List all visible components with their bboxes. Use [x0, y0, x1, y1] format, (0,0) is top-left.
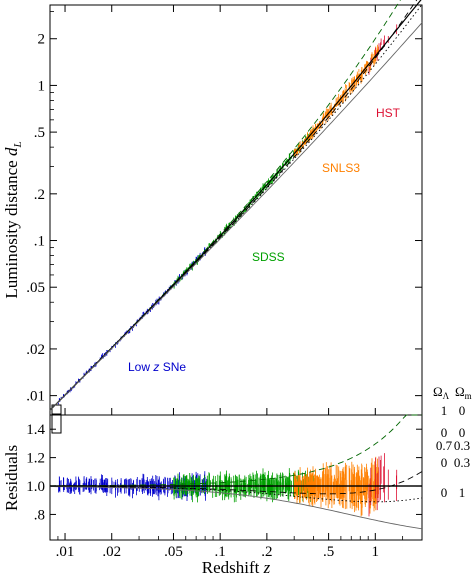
y-tick-label-bottom: 1.2	[26, 451, 45, 467]
x-tick-label: .5	[323, 544, 334, 560]
y-axis-title-residuals: Residuals	[2, 445, 21, 511]
zoom-box-bottom	[51, 414, 62, 434]
y-tick-label-top: .1	[34, 234, 45, 250]
series-label-sdss: SDSS	[252, 250, 285, 264]
x-tick-label: .1	[215, 544, 226, 560]
omega-lambda-value: 1	[441, 403, 448, 418]
series-label-low-z: Low z SNe	[128, 360, 186, 374]
axis-ticks: .01.02.05.1.2.512.81.01.21.4.01.02.05.1.…	[26, 5, 422, 560]
omega-lambda-value: 0	[441, 425, 448, 440]
x-tick-label: .2	[261, 544, 272, 560]
y-tick-label-bottom: 1.4	[26, 422, 45, 438]
bottom-panel-frame	[49, 414, 423, 541]
x-tick-label: .05	[164, 544, 183, 560]
x-tick-label: 1	[372, 544, 380, 560]
omega-lambda-value: 0	[441, 485, 448, 500]
omega-parameter-table: 1 00 00.7 0.30 0.30 1	[436, 403, 470, 500]
y-tick-label-top: .05	[26, 280, 45, 296]
x-tick-label: .02	[102, 544, 121, 560]
y-axis-title-top: Luminosity distance dL	[2, 141, 24, 298]
omega-lambda-value: 0	[441, 455, 448, 470]
y-tick-label-top: .01	[26, 389, 45, 405]
model-curve-ol0-om0	[49, 0, 418, 411]
y-tick-label-bottom: .8	[34, 507, 45, 523]
zoom-box-top	[51, 404, 62, 415]
y-tick-label-top: .2	[34, 187, 45, 203]
x-tick-label: .01	[56, 544, 75, 560]
model-curve-ol0-om0p3	[49, 4, 423, 411]
omega-lambda-value: 0.7	[436, 438, 453, 453]
model-curve-ol0-om1	[49, 22, 423, 411]
omega-m-value: 0	[459, 403, 466, 418]
model-curve-ol0-om0-residual	[50, 471, 423, 495]
x-axis-title: Redshift z	[202, 558, 271, 577]
y-tick-label-bottom: 1.0	[26, 479, 45, 495]
model-curve-ol0-om1-residual	[50, 486, 423, 530]
series-label-hst: HST	[376, 106, 401, 120]
y-tick-label-top: 2	[38, 32, 46, 48]
series-label-snls3: SNLS3	[322, 161, 360, 175]
omega-m-value: 1	[459, 485, 466, 500]
omega-m-value: 0.3	[454, 438, 470, 453]
y-tick-label-top: 1	[38, 78, 46, 94]
residual-panel-data	[58, 453, 398, 517]
top-panel-model-curves	[49, 0, 423, 411]
y-tick-label-top: .5	[34, 125, 45, 141]
omega-m-header: Ωm	[455, 384, 472, 401]
y-tick-label-top: .02	[26, 342, 45, 358]
omega-m-value: 0.3	[454, 455, 470, 470]
omega-lambda-header: ΩΛ	[433, 384, 450, 401]
omega-m-value: 0	[459, 425, 466, 440]
